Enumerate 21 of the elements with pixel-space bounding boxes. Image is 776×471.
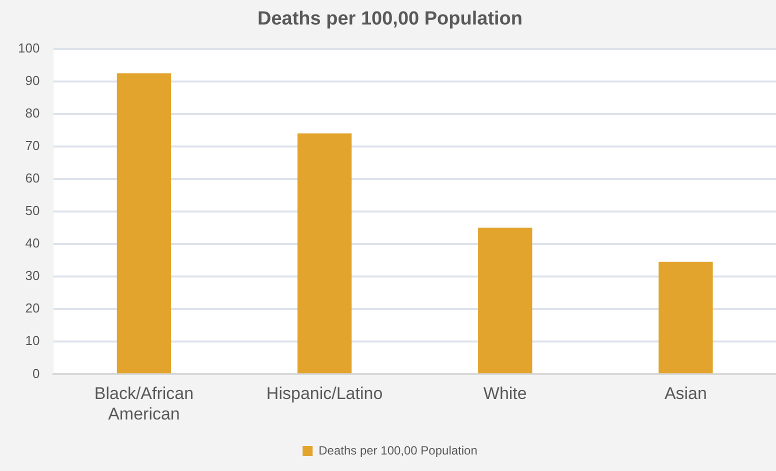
- y-tick-label: 80: [25, 105, 40, 120]
- x-tick-label: Hispanic/Latino: [266, 384, 383, 404]
- bar: [658, 262, 713, 374]
- y-tick-label: 0: [32, 366, 40, 381]
- chart-title: Deaths per 100,00 Population: [257, 8, 523, 30]
- y-tick-label: 20: [25, 300, 40, 316]
- y-tick-label: 50: [25, 203, 40, 218]
- y-tick-label: 40: [25, 236, 40, 251]
- x-tick-label: Asian: [664, 384, 707, 404]
- x-tick-label: Black/African American: [94, 384, 194, 424]
- y-tick-label: 60: [25, 170, 40, 186]
- y-tick-label: 100: [18, 40, 40, 56]
- bar: [297, 133, 352, 374]
- y-tick-label: 90: [25, 72, 40, 88]
- x-tick-label: White: [483, 384, 527, 404]
- legend-label: Deaths per 100,00 Population: [318, 443, 478, 458]
- y-tick-label: 10: [25, 333, 40, 348]
- y-tick-label: 30: [25, 268, 40, 284]
- y-tick-label: 70: [25, 138, 40, 153]
- bar: [478, 228, 532, 374]
- bar: [116, 73, 172, 374]
